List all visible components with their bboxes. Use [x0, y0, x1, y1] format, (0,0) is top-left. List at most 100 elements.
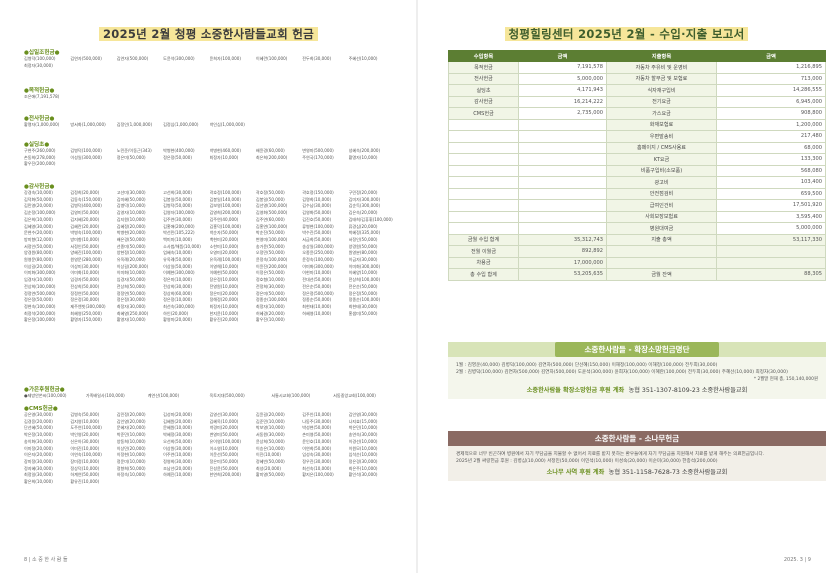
income-amount: 7,191,578 [518, 61, 607, 74]
col-expense-item: 지출항목 [606, 50, 717, 62]
donor-entry: 김윤길(20,000) [255, 412, 285, 417]
donor-entry: 박은민(10,000) [348, 425, 378, 431]
donor-entry: 김경웅(20,000) [24, 418, 53, 424]
donor-entry: 전상희(100,000) [24, 283, 56, 289]
donor-entry: 변영미(50,000) [209, 432, 239, 438]
donor-entry: 김병덕(100,000) [24, 56, 56, 61]
donor-entry: 황명자(1,000,000) [24, 122, 60, 127]
hope-offering-box: 소중한사람들 - 확장소망헌금명단 1월 : 김영운(40,000) 김병덕(1… [448, 342, 826, 399]
donor-entry: 장미정(10,000) [70, 458, 100, 464]
expense-item: 병원대여금 [606, 222, 717, 235]
donor-entry: 문혜자(20,000) [116, 425, 146, 431]
donor-entry: 배윤경(60,000) [255, 148, 285, 153]
finance-row: CMS헌금 2,735,000 가스요금 908,800 [448, 107, 826, 120]
donor-entry: 양경원(80,000) [24, 250, 53, 256]
hope-offering-note: * 2월말 현재 총, 150,140,000원 [753, 377, 818, 382]
section-title: ●십일조헌금● [24, 50, 60, 56]
footer-left: 8 | 소 중 한 사 람 들 [24, 557, 68, 563]
donor-entry: 정은정(50,000) [24, 297, 53, 303]
donor-entry: 김미혜(50,000) [116, 196, 146, 202]
pine-offering-desc: 경제적으로 너무 빈곤하여 병원에서 자기 부담금을 지불할 수 없어서 치료를… [456, 452, 765, 457]
donor-entry: 원영문(80,000) [24, 257, 53, 263]
donor-entry: 곽호정(150,000) [302, 190, 334, 195]
donor-entry: ●제방안쏜씨(100,000) [24, 393, 67, 398]
donor-entry: 김순정(100,000) [24, 210, 56, 216]
income-item: 목적헌금 [448, 61, 519, 74]
income-amount [518, 176, 607, 189]
donor-entry: 전영원(10,000) [209, 283, 239, 289]
donor-entry: 서정인(50,000) [348, 236, 378, 242]
donor-list: 황명자(1,000,000) 방서화(1,000,000) 김정인(1,000,00… [24, 122, 394, 129]
donor-entry: 정은미(50,000) [255, 290, 285, 296]
donor-entry: 전대선(50,000) [302, 277, 332, 283]
donor-entry: 윤인호(10,000) [302, 438, 332, 444]
donor-entry: 이승은(10,000) [255, 445, 285, 451]
donor-entry: 정운미(10,000) [116, 458, 146, 464]
donor-entry: 황명자(150,000) [70, 317, 102, 323]
finance-row: KT요금 133,300 [448, 153, 826, 166]
donor-entry: 최정자(10,000) [209, 303, 239, 309]
donor-entry: 최혜영(250,000) [70, 310, 102, 316]
summary-row: 전월 이월금 892,892 [448, 245, 826, 258]
finance-row: 광고비 103,400 [448, 176, 826, 189]
income-amount: 2,735,000 [518, 107, 607, 120]
donor-entry: 김병숙(50,000) [70, 412, 100, 417]
finance-row: 목적헌금 7,191,578 자동차 주유비 및 운영비 1,216,895 [448, 61, 826, 74]
expense-amount: 5,000,000 [716, 222, 826, 235]
donor-entry: 김지영(10,000) [70, 418, 100, 424]
donor-entry: 이미진(10,000) [70, 445, 100, 451]
summary-row: 총 수입 합계 53,205,635 금월 잔액 88,305 [448, 268, 826, 281]
income-amount [518, 153, 607, 166]
donor-entry: 손미영(50,000) [302, 432, 332, 438]
donor-entry: 김태희/김휴휘(100,000) [348, 216, 393, 222]
donor-entry: 황우진(10,000) [255, 317, 285, 323]
donor-entry: 이운선(50,000) [209, 452, 239, 458]
donor-entry: 서통시교회(100,000) [271, 393, 311, 398]
donor-entry: 유이영(100,000) [209, 438, 241, 444]
donor-entry: 장은정(10,000) [209, 277, 239, 283]
donor-entry: 송연숙(30,000) [348, 432, 378, 438]
col-income-amount: 금액 [518, 50, 607, 62]
finance-table-header: 수입항목 금액 지출항목 금액 [448, 50, 826, 62]
donor-entry: 방미향(12,000) [24, 236, 53, 242]
donor-entry: 김정인(1,000,000) [116, 122, 153, 127]
donor-entry: 최성(20,000) [255, 465, 281, 471]
section-title: ●CMS헌금● [24, 406, 58, 412]
donor-entry: 김홍덕(100,000) [209, 223, 241, 229]
donor-entry: 윤희자(100,000) [209, 56, 241, 61]
donor-entry: 황지은(100,000) [302, 472, 334, 478]
left-page: 2025년 2월 청평 소중한사람들교회 헌금 ●십일조헌금● 김병덕(100,0… [0, 0, 417, 573]
donor-entry: 이경선(10,000) [348, 438, 378, 444]
donor-entry: 조은애(7,191,578) [24, 94, 60, 99]
income-item [448, 118, 519, 131]
summary-row: 차용금 17,000,000 [448, 256, 826, 269]
donor-entry: 유옥례(20,000) [116, 257, 146, 263]
donor-entry: 박혜정(30,000) [163, 432, 192, 438]
donor-entry: 김수남(30,000) [302, 203, 332, 209]
section-title: ●실딩초● [24, 142, 50, 148]
expense-amount: 1,216,895 [716, 61, 826, 74]
donor-entry: 정은미(50,000) [116, 154, 146, 160]
donor-entry: 박순자(50,000) [209, 230, 239, 236]
right-page: 청평힐링센터 2025년 2월 - 수입·지출 보고서 수입항목 금액 지출항목… [418, 0, 835, 573]
donor-entry: 이윤진(200,000) [255, 263, 288, 269]
donor-entry: 이미화(10,000) [70, 270, 100, 276]
hope-offering-feb: 2월 : 김병덕(100,000) 김연자(500,000) 김연자(500,0… [456, 370, 788, 375]
donor-entry: 손동희(278,000) [24, 154, 56, 160]
expense-item: 자동차 할부금 및 보험료 [606, 72, 717, 85]
expense-amount: 659,500 [716, 187, 826, 200]
donor-entry: 하인(20,000) [163, 310, 189, 316]
donor-entry: 한지윤(10,000) [209, 310, 239, 316]
income-amount [518, 164, 607, 177]
donor-entry: 정지혜(30,000) [24, 465, 53, 471]
expense-item: 화재보험료 [606, 118, 717, 131]
expense-item: KT요금 [606, 153, 717, 166]
expense-amount [716, 256, 826, 269]
income-amount: 892,892 [518, 245, 607, 258]
donor-entry: 원영분(80,000) [348, 250, 378, 256]
donor-entry: 김지원(10,000) [116, 216, 146, 222]
income-amount [518, 199, 607, 212]
donor-entry: 옥토지대(500,000) [209, 393, 245, 398]
donor-entry: 최현태(30,000) [348, 303, 378, 309]
donor-entry: 김순득(300,000) [348, 203, 381, 209]
